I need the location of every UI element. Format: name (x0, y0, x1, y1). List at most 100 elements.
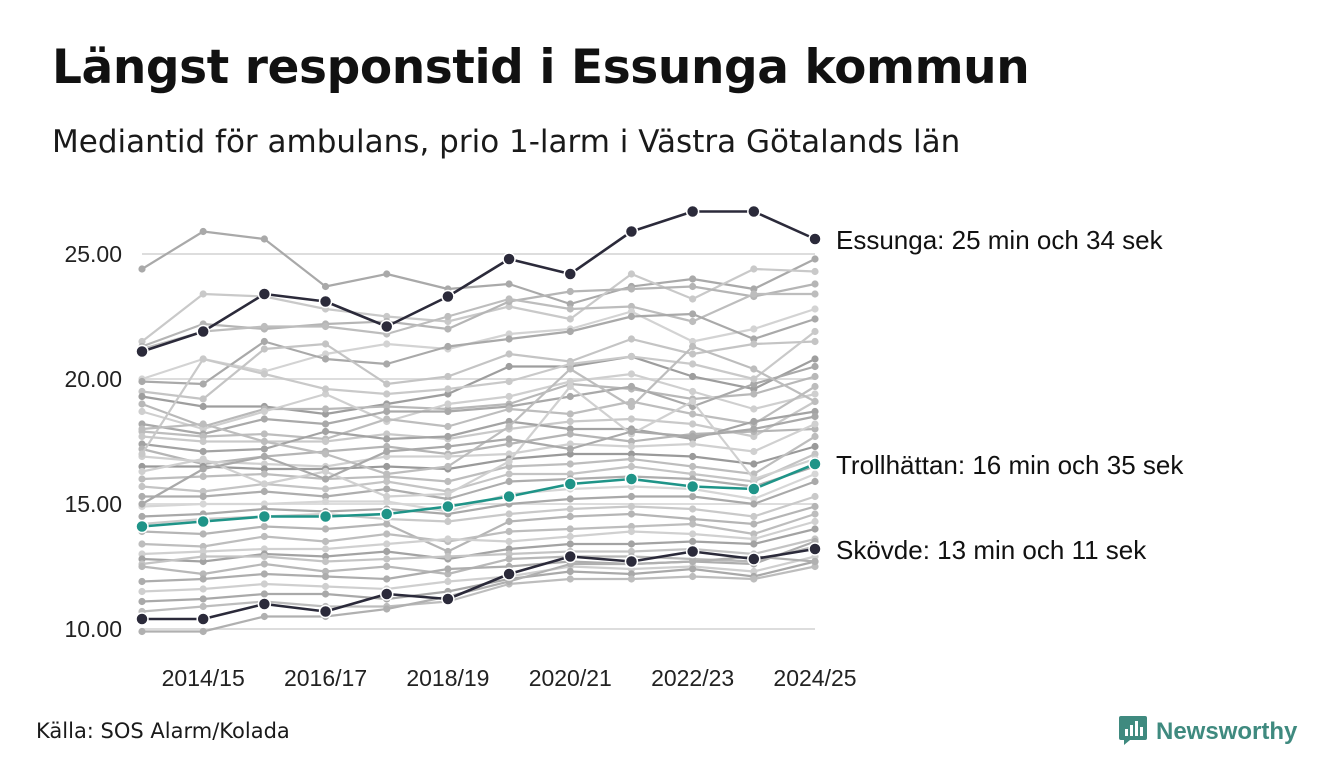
data-point (138, 588, 145, 595)
data-point (689, 283, 696, 290)
data-point (567, 430, 574, 437)
data-point (138, 598, 145, 605)
data-point (442, 501, 454, 513)
data-point (503, 568, 515, 580)
data-point (444, 423, 451, 430)
data-point (444, 518, 451, 525)
data-point (503, 491, 515, 503)
data-point (200, 473, 207, 480)
data-point (138, 500, 145, 507)
data-point (811, 363, 818, 370)
data-point (444, 463, 451, 470)
data-point (200, 355, 207, 362)
data-point (320, 296, 332, 308)
data-point (750, 365, 757, 372)
data-point (567, 505, 574, 512)
series-line (142, 269, 815, 342)
data-point (322, 405, 329, 412)
data-point (444, 565, 451, 572)
data-point (505, 555, 512, 562)
data-point (383, 390, 390, 397)
data-point (750, 265, 757, 272)
data-point (261, 533, 268, 540)
data-point (383, 605, 390, 612)
data-point (200, 380, 207, 387)
data-point (750, 325, 757, 332)
data-point (444, 453, 451, 460)
data-point (383, 575, 390, 582)
data-point (750, 540, 757, 547)
data-point (628, 428, 635, 435)
data-point (689, 463, 696, 470)
data-point (811, 398, 818, 405)
data-point (505, 458, 512, 465)
data-point (258, 598, 270, 610)
x-tick-label: 2020/21 (529, 665, 612, 691)
data-point (261, 560, 268, 567)
data-point (383, 380, 390, 387)
data-point (138, 563, 145, 570)
data-point (261, 453, 268, 460)
x-tick-label: 2014/15 (162, 665, 245, 691)
data-point (197, 326, 209, 338)
data-point (200, 438, 207, 445)
data-point (322, 323, 329, 330)
data-point (136, 346, 148, 358)
data-point (320, 511, 332, 523)
data-point (444, 385, 451, 392)
data-point (689, 398, 696, 405)
data-point (567, 568, 574, 575)
data-point (381, 508, 393, 520)
data-point (138, 408, 145, 415)
data-point (261, 408, 268, 415)
data-point (261, 235, 268, 242)
data-point (444, 535, 451, 542)
data-point (748, 553, 760, 565)
data-point (811, 315, 818, 322)
data-point (261, 445, 268, 452)
data-point (750, 290, 757, 297)
data-point (505, 478, 512, 485)
brand-name: Newsworthy (1156, 718, 1297, 746)
data-point (811, 290, 818, 297)
data-point (138, 378, 145, 385)
data-point (261, 345, 268, 352)
background-series-group (138, 228, 818, 635)
data-point (811, 493, 818, 500)
brand-logo[interactable]: Newsworthy (1118, 714, 1297, 750)
data-point (258, 511, 270, 523)
data-point (564, 551, 576, 563)
data-point (322, 355, 329, 362)
source-note: Källa: SOS Alarm/Kolada (36, 719, 290, 743)
data-point (811, 373, 818, 380)
data-point (750, 448, 757, 455)
data-point (505, 538, 512, 545)
data-point (261, 523, 268, 530)
data-point (567, 418, 574, 425)
data-point (567, 513, 574, 520)
data-point (689, 573, 696, 580)
data-point (811, 255, 818, 262)
data-point (200, 448, 207, 455)
series-end-label: Skövde: 13 min och 11 sek (836, 535, 1147, 565)
data-point (809, 543, 821, 555)
data-point (750, 460, 757, 467)
data-point (138, 540, 145, 547)
data-point (138, 513, 145, 520)
y-tick-label: 20.00 (64, 366, 122, 392)
data-point (748, 483, 760, 495)
data-point (689, 538, 696, 545)
data-point (383, 463, 390, 470)
data-point (689, 410, 696, 417)
data-point (748, 206, 760, 218)
series-line (142, 387, 815, 440)
data-point (138, 475, 145, 482)
data-point (689, 520, 696, 527)
data-point (811, 525, 818, 532)
data-point (322, 340, 329, 347)
series-line (142, 232, 815, 305)
data-point (138, 265, 145, 272)
data-point (200, 403, 207, 410)
data-point (567, 533, 574, 540)
data-point (383, 340, 390, 347)
